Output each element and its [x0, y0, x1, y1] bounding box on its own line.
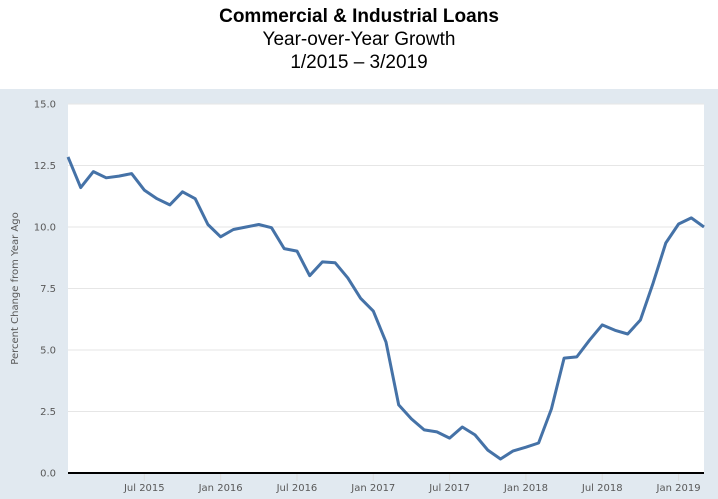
x-tick-label: Jan 2017 — [350, 483, 395, 494]
x-tick-label: Jul 2018 — [581, 483, 623, 494]
y-tick-label: 2.5 — [40, 407, 56, 418]
y-axis-title: Percent Change from Year Ago — [10, 212, 21, 364]
y-tick-label: 0.0 — [40, 469, 56, 480]
y-tick-label: 7.5 — [40, 284, 56, 295]
x-tick-label: Jul 2016 — [276, 483, 318, 494]
chart-subtitle: Year-over-Year Growth — [262, 29, 456, 50]
chart-title-block: Commercial & Industrial Loans Year-over-… — [0, 0, 718, 89]
x-tick-label: Jan 2018 — [503, 483, 548, 494]
gridlines — [68, 103, 704, 412]
y-tick-label: 5.0 — [40, 346, 56, 357]
data-line — [66, 156, 705, 461]
x-tick-label: Jul 2017 — [428, 483, 470, 494]
chart-title: Commercial & Industrial Loans — [219, 6, 499, 27]
y-tick-label: 15.0 — [34, 100, 56, 111]
y-tick-label: 12.5 — [34, 161, 56, 172]
x-tick-label: Jan 2016 — [198, 483, 243, 494]
chart-date-range: 1/2015 – 3/2019 — [290, 52, 428, 73]
y-tick-label: 10.0 — [34, 223, 56, 234]
x-tick-label: Jan 2019 — [656, 483, 701, 494]
x-axis-ticks: Jul 2015 Jan 2016 Jul 2016 Jan 2017 Jul 2017… — [123, 473, 701, 494]
x-tick-label: Jul 2015 — [123, 483, 165, 494]
y-axis-ticks: 0.0 2.5 5.0 7.5 10.0 12.5 15.0 — [34, 100, 56, 480]
